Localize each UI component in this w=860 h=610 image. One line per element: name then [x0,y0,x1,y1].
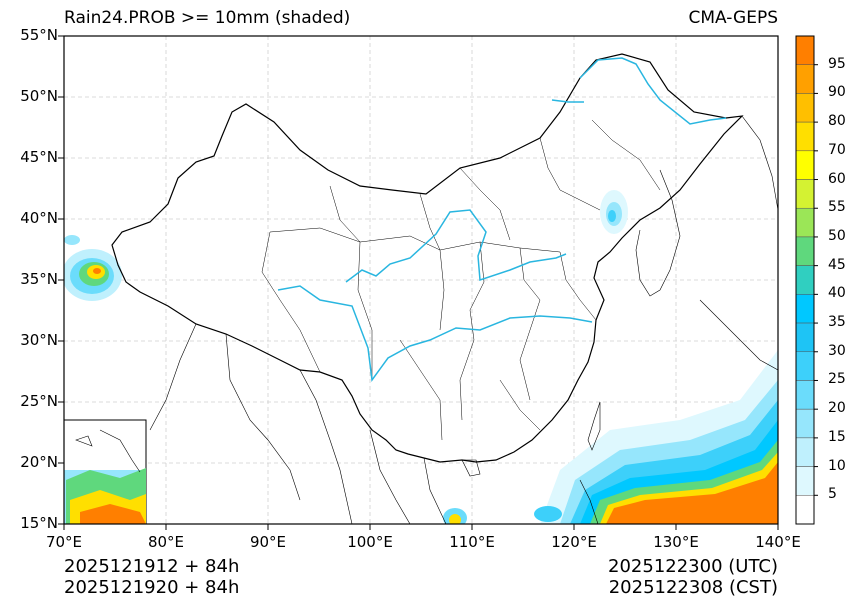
colorbar-swatch [795,150,815,180]
colorbar-swatch [795,236,815,266]
colorbar-swatch [795,495,815,525]
colorbar-swatch [795,408,815,439]
colorbar-swatch [795,179,815,209]
lat-label-25: 25°N [20,392,58,410]
colorbar-label: 25 [828,371,846,388]
neighbour-borders [149,115,778,524]
colorbar [795,35,818,525]
colorbar-label: 90 [828,84,846,101]
valid-time-cst: 2025122308 (CST) [608,577,778,598]
northeast-rain-cluster [600,190,628,234]
country-borders [111,53,778,524]
colorbar-label: 40 [828,285,846,302]
init-time-block: 2025121912 + 84h 2025121920 + 84h [64,556,239,598]
model-name: CMA-GEPS [688,8,778,28]
colorbar-swatch [795,64,815,94]
lon-label-140: 140°E [755,533,801,551]
colorbar-swatch [795,380,815,410]
colorbar-label: 10 [828,457,846,474]
south-china-sea-inset [63,419,147,525]
lat-label-15: 15°N [20,514,58,532]
colorbar-label: 95 [828,55,846,72]
colorbar-swatch [795,207,815,238]
lon-label-100: 100°E [347,533,393,551]
colorbar-label: 50 [828,227,846,244]
init-time-cst: 2025121920 + 84h [64,577,240,598]
lat-label-50: 50°N [20,87,58,105]
colorbar-swatch [795,35,815,65]
precipitation-probability-shading [64,190,778,524]
colorbar-label: 30 [828,342,846,359]
init-time-utc: 2025121912 + 84h [64,556,240,577]
map-title: Rain24.PROB >= 10mm (shaded) [64,8,351,28]
lon-label-80: 80°E [147,533,185,551]
colorbar-swatch [795,294,815,324]
colorbar-label: 15 [828,428,846,445]
colorbar-label: 55 [828,199,846,216]
axis-ticks [58,35,779,530]
valid-time-block: 2025122300 (UTC) 2025122308 (CST) [608,556,778,598]
colorbar-swatch [795,121,815,152]
colorbar-frame [795,35,815,525]
province-boundaries [261,119,661,441]
colorbar-label: 80 [828,113,846,130]
lon-label-130: 130°E [653,533,699,551]
colorbar-label: 45 [828,256,846,273]
valid-time-utc: 2025122300 (UTC) [608,556,778,577]
lat-label-30: 30°N [20,331,58,349]
lat-label-40: 40°N [20,209,58,227]
lon-label-90: 90°E [249,533,287,551]
colorbar-label: 5 [828,486,837,503]
colorbar-swatch [795,437,815,467]
yangtze-river [277,285,593,382]
colorbar-swatch [795,265,815,295]
colorbar-label: 70 [828,141,846,158]
yellow-river [345,209,567,283]
colorbar-label: 60 [828,170,846,187]
lon-label-120: 120°E [551,533,597,551]
west-rain-cluster [64,235,122,301]
northern-river [551,99,584,103]
lat-label-20: 20°N [20,453,58,471]
rivers [277,57,727,382]
lon-label-110: 110°E [449,533,495,551]
colorbar-label: 20 [828,400,846,417]
south-sea-rain-band [443,350,778,524]
lat-label-55: 55°N [20,26,58,44]
colorbar-label: 35 [828,314,846,331]
colorbar-swatch [795,93,815,123]
colorbar-swatch [795,466,815,496]
lat-label-45: 45°N [20,148,58,166]
colorbar-swatch [795,322,815,353]
colorbar-swatch [795,351,815,381]
lat-label-35: 35°N [20,270,58,288]
lon-label-70: 70°E [45,533,83,551]
china-border [111,53,744,463]
amur-river [579,57,727,125]
